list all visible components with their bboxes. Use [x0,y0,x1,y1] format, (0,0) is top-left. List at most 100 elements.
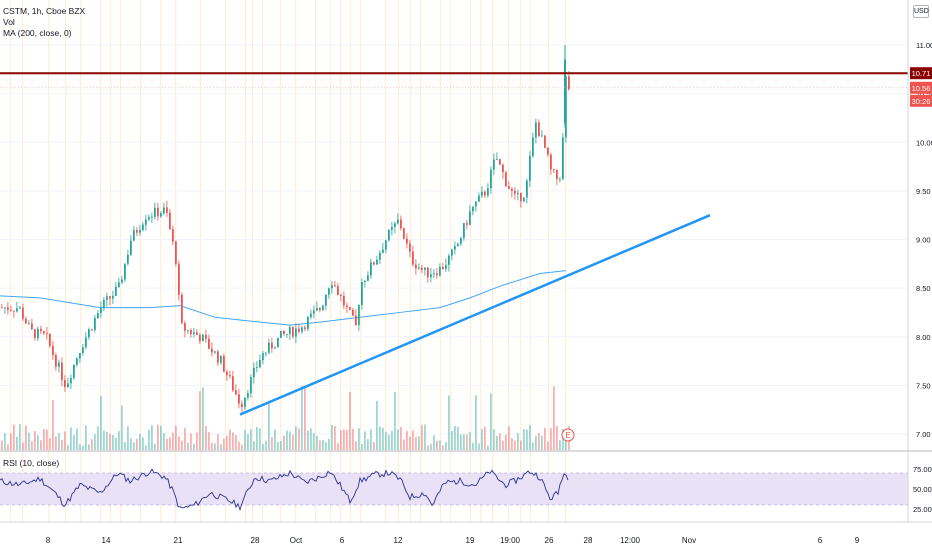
candle-body [247,393,249,398]
volume-bar [268,400,270,450]
volume-bar [493,429,495,450]
legend-rsi[interactable]: RSI (10, close) [3,458,60,468]
volume-bar [373,442,375,450]
currency-button[interactable]: USD [913,5,929,18]
candle-body [193,332,195,335]
candle-body [61,362,63,381]
candle-body [229,375,231,377]
volume-bar [451,431,453,450]
candle-body [19,307,21,309]
volume-bar [25,425,27,450]
legend-volume[interactable]: Vol [3,17,15,27]
candle-body [169,212,171,230]
candle-body [409,243,411,252]
volume-bar [145,445,147,450]
candle-body [262,353,264,360]
candle-body [286,333,288,335]
candle-body [211,348,213,353]
earnings-marker[interactable]: E [561,428,575,442]
candle-body [514,190,516,194]
volume-bar [76,428,78,450]
candle-body [292,327,294,337]
volume-bar [94,434,96,450]
volume-bar [310,428,312,450]
volume-bar [82,445,84,450]
candle-body [499,159,501,165]
volume-bar [55,436,57,450]
candle-body [82,347,84,353]
volume-bar [118,431,120,450]
volume-bar [142,437,144,450]
candle-body [226,371,228,376]
volume-bar [487,445,489,450]
volume-bar [148,429,150,450]
candle-body [28,323,30,325]
legend-symbol[interactable]: CSTM, 1h, Cboe BZX [3,6,86,16]
volume-bar [301,385,303,450]
candle-body [67,383,69,387]
volume-bar [430,443,432,450]
volume-bar [520,440,522,450]
time-tick-label: 28 [251,536,260,545]
candle-body [85,337,87,348]
volume-bar [457,426,459,450]
candle-body [469,211,471,225]
session-separator [252,0,254,522]
price-tick-label: 7.00 [916,430,931,439]
candle-body [331,285,333,289]
candle-body [538,122,540,137]
session-separator [450,0,452,522]
time-tick-label: 12 [394,536,403,545]
session-separator [398,0,400,522]
candle-body [478,195,480,202]
volume-bar [70,427,72,450]
price-tick-label: 9.00 [916,236,931,245]
volume-bar [406,430,408,450]
last-price-tag-bg [910,81,932,94]
volume-bar [16,436,18,450]
volume-bar [469,432,471,450]
volume-bar [211,442,213,450]
candle-body [364,280,366,282]
time-tick-label: Oct [290,536,303,545]
candle-body [550,154,552,170]
volume-bar [391,430,393,450]
candle-body [553,169,555,171]
candle-body [37,328,39,338]
session-separator [65,0,67,522]
candle-body [277,337,279,348]
drawings[interactable]: E [0,72,908,442]
trend-line[interactable] [239,214,711,416]
candle-body [145,219,147,225]
candle-body [334,285,336,287]
candle-body [397,219,399,224]
volume-bar [304,387,306,450]
candle-body [367,275,369,281]
candle-body [10,310,12,311]
candle-body [457,243,459,247]
volume-bar [289,431,291,450]
volume-bar [139,433,141,450]
volume-bar [28,432,30,450]
price-labels: 10.71 10.56 30:26 [910,67,932,107]
moving-average [0,270,567,326]
volume-bar [124,441,126,450]
candle-body [238,394,240,404]
legend-ma[interactable]: MA (200, close, 0) [3,28,72,38]
candle-body [421,267,423,270]
candle-body [181,294,183,323]
session-separator [350,0,352,522]
volume-bar [22,442,24,450]
candle-body [301,327,303,332]
session-separator [295,0,297,522]
volume-bar [532,442,534,450]
candle-body [232,376,234,391]
candle-body [31,323,33,330]
candle-body [526,180,528,198]
session-separator [440,0,442,522]
candle-body [253,367,255,378]
volume-bar [328,438,330,450]
candle-body [349,306,351,310]
volume-bar [43,429,45,450]
